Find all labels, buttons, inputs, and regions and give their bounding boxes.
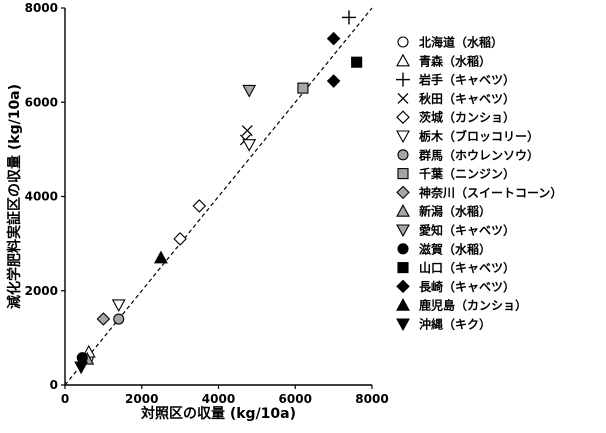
legend-marker (396, 130, 410, 144)
legend-label: 愛知（キャベツ） (419, 223, 515, 238)
legend-marker (396, 53, 410, 67)
data-point (326, 31, 341, 46)
legend-item: 愛知（キャベツ） (396, 223, 515, 238)
legend-marker (397, 168, 409, 180)
legend-item: 新潟（水稲） (396, 204, 491, 219)
x-marker-b (397, 92, 409, 104)
data-point (173, 232, 187, 246)
legend-label: 栃木（ブロッコリー） (419, 129, 539, 144)
legend-marker (397, 36, 409, 48)
legend-marker (396, 110, 410, 124)
legend-marker (397, 262, 409, 274)
x-tick-label: 2000 (125, 392, 158, 406)
legend-label: 山口（キャベツ） (419, 260, 515, 275)
data-point (241, 125, 253, 136)
legend-marker (396, 224, 410, 238)
legend-label: 長崎（キャベツ） (419, 279, 515, 294)
y-tick-label: 6000 (25, 95, 58, 109)
data-points-layer (74, 10, 363, 375)
legend-marker (397, 243, 409, 255)
legend-label: 新潟（水稲） (419, 204, 491, 219)
legend-label: 群馬（ホウレンソウ） (418, 147, 539, 162)
data-point (192, 199, 207, 213)
y-tick-label: 8000 (25, 1, 58, 15)
legend-label: 滋賀（水稲） (419, 241, 491, 256)
legend-item: 秋田（キャベツ） (397, 91, 515, 106)
legend-label: 茨城（カンショ） (419, 110, 515, 125)
data-point (341, 10, 356, 25)
legend-label: 岩手（キャベツ） (418, 72, 515, 87)
data-point (96, 312, 111, 326)
data-point (154, 250, 168, 264)
legend-item: 茨城（カンショ） (396, 110, 515, 125)
legend-item: 青森（水稲） (396, 53, 491, 68)
data-point (111, 299, 126, 313)
data-point (113, 313, 125, 325)
legend-item: 長崎（キャベツ） (396, 279, 515, 294)
legend-label: 北海道（水稲） (419, 35, 503, 50)
legend-label: 秋田（キャベツ） (419, 91, 515, 106)
x-tick-label: 6000 (279, 392, 312, 406)
legend-item: 山口（キャベツ） (397, 260, 515, 275)
axes-layer: 0 2000 4000 6000 8000 0 2000 4000 6000 8000 (25, 1, 389, 406)
legend-marker (396, 298, 410, 311)
legend-item: 滋賀（水稲） (397, 241, 491, 256)
data-point (76, 352, 88, 364)
legend-label: 青森（水稲） (419, 53, 491, 68)
y-tick-label: 0 (50, 378, 58, 392)
data-point (74, 361, 89, 375)
y-tick-label: 4000 (25, 190, 58, 204)
legend-marker (396, 318, 410, 332)
y-axis-title: 減化学肥料実証区の収量 (kg/10a) (6, 84, 23, 309)
legend-marker (397, 92, 409, 104)
legend-item: 栃木（ブロッコリー） (396, 129, 539, 144)
legend-label: 沖縄（キク） (419, 317, 491, 332)
legend-marker (396, 204, 410, 217)
legend-item: 千葉（ニンジン） (397, 166, 515, 181)
data-point (297, 82, 309, 94)
legend-marker (396, 185, 410, 200)
legend-item: 岩手（キャベツ） (396, 72, 515, 87)
reference-line-layer (64, 7, 373, 386)
data-point (242, 139, 257, 152)
legend: 北海道（水稲） 青森（水稲） 岩手（キャベツ） 秋田（キャベツ） 茨城（カンショ） 栃木（… (396, 35, 562, 332)
legend-marker (397, 149, 409, 161)
x-axis-title: 対照区の収量 (kg/10a) (140, 405, 296, 422)
legend-label: 鹿児島（カンショ） (419, 298, 527, 313)
x-tick-label: 8000 (355, 392, 388, 406)
legend-label: 千葉（ニンジン） (419, 166, 515, 181)
legend-marker (396, 279, 410, 294)
one-to-one-reference-line (64, 7, 373, 386)
x-tick-label: 4000 (202, 392, 235, 406)
legend-item: 北海道（水稲） (397, 35, 503, 50)
x-tick-label: 0 (61, 392, 69, 406)
x-marker-b (241, 125, 253, 136)
legend-item: 群馬（ホウレンソウ） (397, 147, 539, 162)
data-point (351, 56, 363, 68)
y-tick-label: 2000 (25, 284, 58, 298)
data-point (326, 74, 341, 88)
legend-item: 沖縄（キク） (396, 317, 491, 332)
legend-marker (396, 72, 410, 87)
legend-item: 鹿児島（カンショ） (396, 298, 527, 313)
data-point (242, 84, 257, 98)
legend-label: 神奈川（スイートコーン） (419, 185, 562, 200)
legend-item: 神奈川（スイートコーン） (396, 185, 562, 200)
